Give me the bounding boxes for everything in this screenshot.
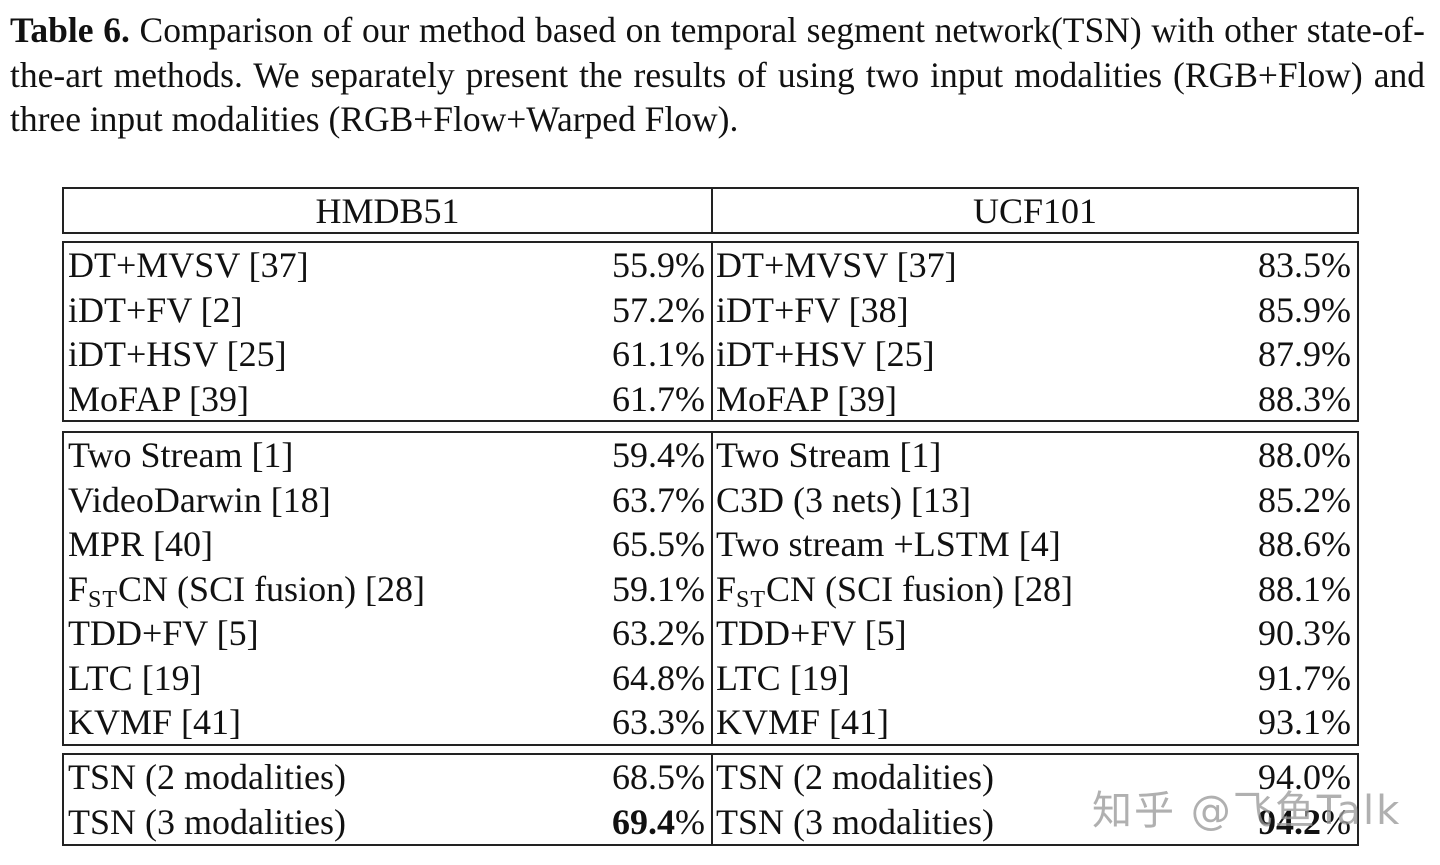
table-row: FSTCN (SCI fusion) [28] 59.1% FSTCN (SCI… xyxy=(64,567,1357,613)
table-row: MPR [40] 65.5% Two stream +LSTM [4] 88.6… xyxy=(64,522,1357,567)
method-suffix: CN (SCI fusion) [28] xyxy=(766,568,1074,609)
percent-sign: % xyxy=(675,801,705,842)
hmdb-value: 63.3% xyxy=(612,702,705,742)
ucf-value: 88.0% xyxy=(1258,435,1351,475)
header-hmdb51: HMDB51 xyxy=(315,190,460,231)
table-row: TSN (3 modalities) 69.4% TSN (3 modaliti… xyxy=(64,800,1357,845)
table-row: MoFAP [39] 61.7% MoFAP [39] 88.3% xyxy=(64,377,1357,422)
hmdb-value: 59.1% xyxy=(612,568,705,609)
hmdb-method: Two Stream [1] xyxy=(68,435,294,475)
ucf-value: 88.1% xyxy=(1258,568,1351,609)
hmdb-method: FSTCN (SCI fusion) [28] xyxy=(68,567,426,613)
ucf-value: 88.6% xyxy=(1258,524,1351,564)
hmdb-value: 57.2% xyxy=(612,289,705,330)
header-ucf101: UCF101 xyxy=(972,190,1098,231)
ucf-method: MoFAP [39] xyxy=(716,378,898,419)
ucf-method: Two Stream [1] xyxy=(716,435,942,475)
ucf-method: DT+MVSV [37] xyxy=(716,245,957,285)
table-group-baselines: DT+MVSV [37] 55.9% DT+MVSV [37] 83.5% iD… xyxy=(62,241,1359,422)
hmdb-value: 63.2% xyxy=(612,613,705,653)
hmdb-method: iDT+HSV [25] xyxy=(68,334,287,374)
hmdb-value: 61.7% xyxy=(612,378,705,419)
table-row: DT+MVSV [37] 55.9% DT+MVSV [37] 83.5% xyxy=(64,243,1357,288)
ucf-value: 87.9% xyxy=(1258,334,1351,374)
ucf-method: iDT+FV [38] xyxy=(716,289,909,330)
column-divider xyxy=(711,189,713,232)
hmdb-method: TSN (3 modalities) xyxy=(68,801,346,842)
best-value: 69.4 xyxy=(612,801,675,842)
hmdb-value: 68.5% xyxy=(612,757,705,797)
table-header: HMDB51 UCF101 xyxy=(62,187,1359,234)
table-caption: Table 6. Comparison of our method based … xyxy=(10,8,1425,142)
table-row: KVMF [41] 63.3% KVMF [41] 93.1% xyxy=(64,700,1357,745)
ucf-method: TDD+FV [5] xyxy=(716,613,907,653)
ucf-value: 85.2% xyxy=(1258,479,1351,520)
hmdb-method: VideoDarwin [18] xyxy=(68,479,331,520)
method-subscript: ST xyxy=(736,586,767,613)
table-row: TSN (2 modalities) 68.5% TSN (2 modaliti… xyxy=(64,755,1357,800)
ucf-value: 83.5% xyxy=(1258,245,1351,285)
ucf-method: TSN (3 modalities) xyxy=(716,801,994,842)
table-row: iDT+FV [2] 57.2% iDT+FV [38] 85.9% xyxy=(64,288,1357,333)
method-suffix: CN (SCI fusion) [28] xyxy=(118,568,426,609)
hmdb-method: MPR [40] xyxy=(68,524,214,564)
ucf-value: 91.7% xyxy=(1258,657,1351,698)
hmdb-method: iDT+FV [2] xyxy=(68,289,243,330)
ucf-value-best: 94.2% xyxy=(1258,800,1351,845)
ucf-method: TSN (2 modalities) xyxy=(716,757,994,797)
column-divider xyxy=(711,755,713,844)
watermark-text: 知乎 @飞鱼Talk xyxy=(1092,788,1402,834)
hmdb-method: LTC [19] xyxy=(68,657,202,698)
best-value: 94.2 xyxy=(1258,801,1321,842)
table-row: iDT+HSV [25] 61.1% iDT+HSV [25] 87.9% xyxy=(64,332,1357,377)
hmdb-value: 64.8% xyxy=(612,657,705,698)
hmdb-method: TDD+FV [5] xyxy=(68,613,259,653)
hmdb-value: 55.9% xyxy=(612,245,705,285)
percent-sign: % xyxy=(1321,801,1351,842)
method-prefix: F xyxy=(716,568,737,609)
hmdb-value: 59.4% xyxy=(612,435,705,475)
hmdb-value: 65.5% xyxy=(612,524,705,564)
hmdb-value-best: 69.4% xyxy=(612,800,705,845)
table-row: VideoDarwin [18] 63.7% C3D (3 nets) [13]… xyxy=(64,478,1357,523)
hmdb-value: 63.7% xyxy=(612,479,705,520)
hmdb-method: KVMF [41] xyxy=(68,702,242,742)
column-divider xyxy=(711,433,713,744)
caption-text: Comparison of our method based on tempor… xyxy=(10,10,1425,139)
ucf-method: FSTCN (SCI fusion) [28] xyxy=(716,567,1074,613)
ucf-value: 90.3% xyxy=(1258,613,1351,653)
column-divider xyxy=(711,243,713,420)
ucf-method: iDT+HSV [25] xyxy=(716,334,935,374)
table-group-tsn: TSN (2 modalities) 68.5% TSN (2 modaliti… xyxy=(62,753,1359,846)
ucf-value: 85.9% xyxy=(1258,289,1351,330)
hmdb-method: MoFAP [39] xyxy=(68,378,250,419)
hmdb-method: DT+MVSV [37] xyxy=(68,245,309,285)
method-subscript: ST xyxy=(88,586,119,613)
ucf-value: 88.3% xyxy=(1258,378,1351,419)
method-prefix: F xyxy=(68,568,89,609)
ucf-value: 94.0% xyxy=(1258,757,1351,797)
table-group-deep-methods: Two Stream [1] 59.4% Two Stream [1] 88.0… xyxy=(62,431,1359,746)
caption-label: Table 6. xyxy=(10,10,130,50)
hmdb-method: TSN (2 modalities) xyxy=(68,757,346,797)
hmdb-value: 61.1% xyxy=(612,334,705,374)
ucf-method: Two stream +LSTM [4] xyxy=(716,524,1061,564)
ucf-method: LTC [19] xyxy=(716,657,850,698)
table-row: TDD+FV [5] 63.2% TDD+FV [5] 90.3% xyxy=(64,611,1357,656)
ucf-value: 93.1% xyxy=(1258,702,1351,742)
ucf-method: C3D (3 nets) [13] xyxy=(716,479,971,520)
table-row: LTC [19] 64.8% LTC [19] 91.7% xyxy=(64,656,1357,701)
ucf-method: KVMF [41] xyxy=(716,702,890,742)
table-row: Two Stream [1] 59.4% Two Stream [1] 88.0… xyxy=(64,433,1357,478)
